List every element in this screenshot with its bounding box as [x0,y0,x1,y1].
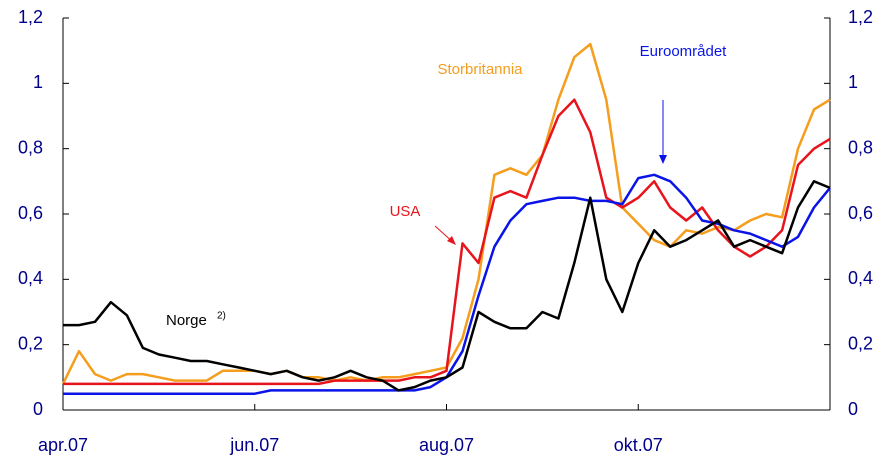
y-tick-label: 1 [33,72,43,92]
y-tick-label: 0,4 [18,268,43,288]
y-tick-label: 1,2 [18,7,43,27]
y2-tick-label: 1,2 [848,7,873,27]
series-label: Norge [166,312,207,329]
x-tick-label: jun.07 [229,435,279,455]
series-line [63,180,831,392]
y2-tick-label: 0,8 [848,137,873,157]
series-line [61,42,831,385]
euro-arrowhead [659,155,667,164]
x-tick-label: okt.07 [614,435,663,455]
y2-tick-label: 0,4 [848,268,873,288]
series-label: USA [390,203,421,220]
x-tick-label: aug.07 [419,435,474,455]
y2-tick-label: 0 [848,399,858,419]
y2-tick-label: 1 [848,72,858,92]
y-tick-label: 0,8 [18,137,43,157]
x-tick-label: apr.07 [38,435,88,455]
y2-tick-label: 0,6 [848,203,873,223]
series-label: Euroområdet [640,43,728,60]
y-tick-label: 0,6 [18,203,43,223]
series-label: Storbritannia [437,61,523,78]
series-line [63,98,831,386]
usa-arrowhead [447,236,456,245]
y2-tick-label: 0,2 [848,333,873,353]
series-note: 2) [217,311,226,322]
y-tick-label: 0 [33,399,43,419]
y-tick-label: 0,2 [18,333,43,353]
